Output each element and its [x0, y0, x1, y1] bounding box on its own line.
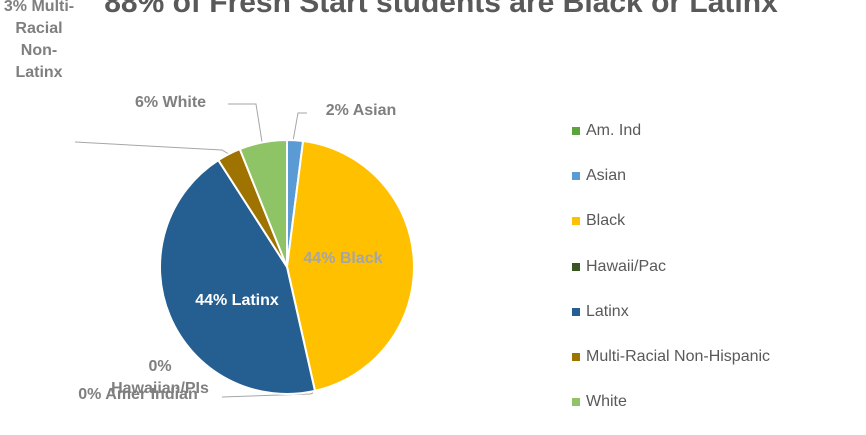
data-label: 44% Black: [303, 250, 383, 267]
leader-line: [228, 103, 263, 143]
leader-line: [221, 392, 314, 398]
leader-line: [74, 141, 233, 157]
legend-label: Multi-Racial Non-Hispanic: [586, 348, 771, 365]
legend-label: Latinx: [586, 302, 629, 320]
legend-swatch: [572, 262, 580, 271]
legend-label: Black: [586, 212, 626, 230]
chart-title: 88% of Fresh Start students are Black or…: [104, 0, 778, 19]
data-label: 0% Hawaiian/PIs: [111, 358, 209, 397]
data-label: 0% Amer Indian: [78, 386, 198, 403]
data-label: 2% Asian: [325, 102, 397, 119]
legend-swatch: [572, 398, 580, 407]
legend-swatch: [572, 307, 580, 316]
legend-swatch: [572, 172, 580, 181]
legend-label: Asian: [586, 167, 627, 185]
data-label: 3% Multi-Racial Non-Latinx: [3, 0, 75, 81]
legend-swatch: [572, 127, 580, 135]
legend-label: Hawaii/Pac: [586, 257, 667, 275]
data-label: 6% White: [134, 94, 207, 111]
legend-label: Am. Ind: [586, 122, 642, 139]
legend-label: White: [586, 393, 627, 411]
pie-slice: [285, 139, 415, 393]
pie-slice: [238, 138, 288, 268]
legend-swatch: [572, 217, 580, 226]
pie-slice: [159, 158, 317, 395]
data-label: 44% Latinx: [195, 292, 279, 309]
leader-line: [292, 112, 307, 142]
legend-swatch: [572, 353, 580, 361]
